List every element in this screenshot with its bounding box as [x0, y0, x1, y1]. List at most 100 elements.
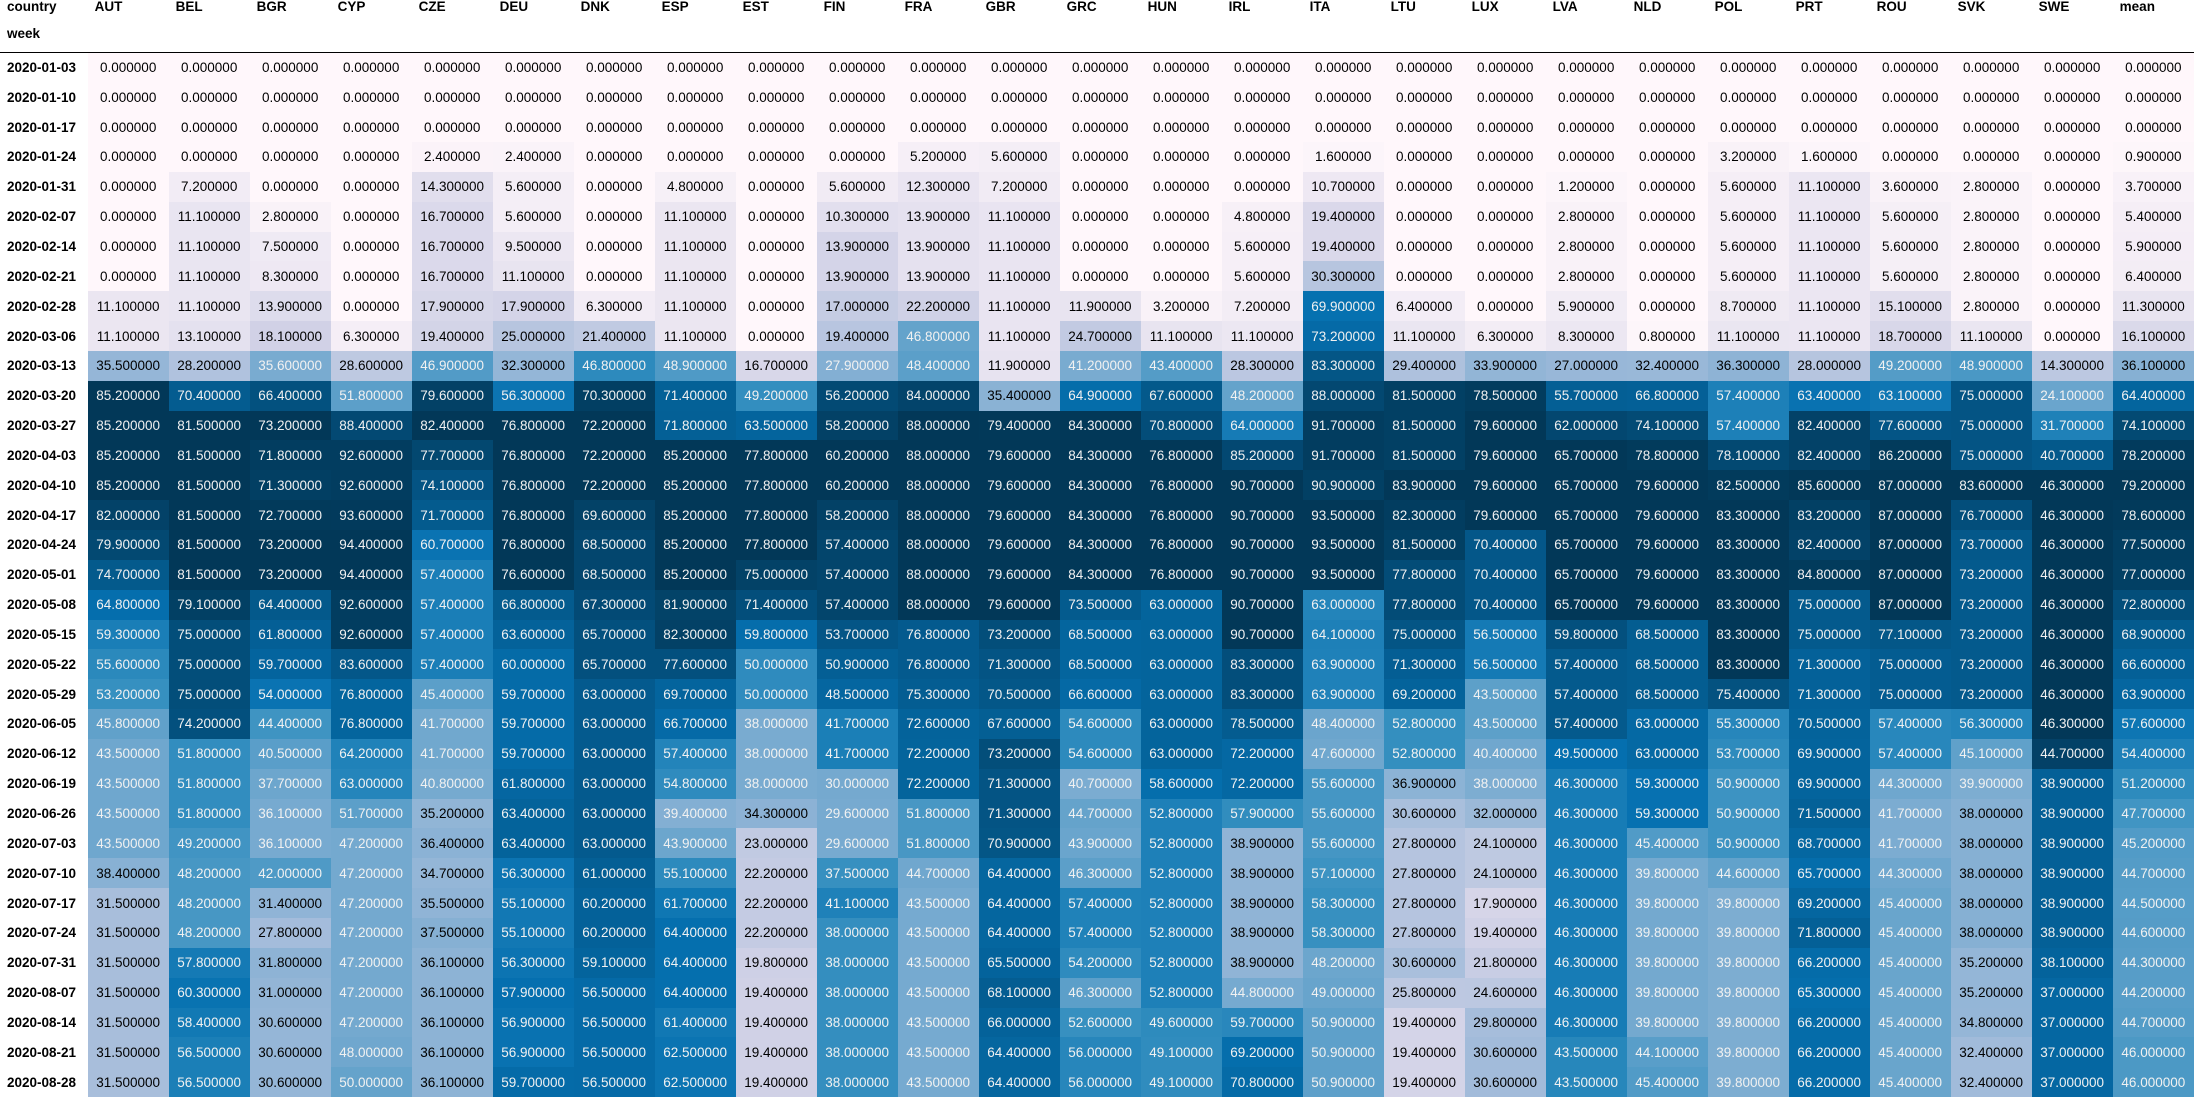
table-cell-aut: 35.500000: [87, 350, 169, 381]
table-cell-cze: 57.400000: [411, 559, 493, 590]
table-cell-fin: 41.700000: [816, 709, 898, 739]
table-cell-aut: 64.800000: [87, 589, 169, 620]
table-cell-prt: 0.000000: [1788, 112, 1870, 143]
table-cell-dnk: 59.100000: [573, 947, 655, 978]
column-header-hun: HUN: [1147, 0, 1177, 14]
table-cell-lux: 0.000000: [1464, 261, 1546, 292]
table-cell-rou: 3.600000: [1869, 171, 1951, 202]
table-cell-esp: 81.900000: [654, 589, 736, 620]
table-cell-nld: 32.400000: [1626, 350, 1708, 381]
row-label-week: 2020-02-14: [7, 238, 77, 254]
table-cell-bel: 0.000000: [168, 142, 250, 172]
table-cell-lux: 30.600000: [1464, 1037, 1546, 1068]
table-cell-cze: 36.100000: [411, 1007, 493, 1038]
table-cell-grc: 46.300000: [1059, 977, 1141, 1008]
table-cell-bel: 51.800000: [168, 738, 250, 769]
row-label-week: 2020-06-26: [7, 806, 77, 822]
table-cell-mean: 78.600000: [2112, 500, 2194, 530]
table-cell-fra: 46.800000: [897, 321, 979, 351]
table-cell-cyp: 0.000000: [330, 52, 412, 83]
table-cell-est: 0.000000: [735, 321, 817, 351]
table-cell-dnk: 6.300000: [573, 291, 655, 322]
table-cell-ltu: 52.800000: [1383, 709, 1465, 739]
table-cell-est: 22.200000: [735, 888, 817, 918]
column-header-pol: POL: [1714, 0, 1743, 14]
table-cell-est: 0.000000: [735, 261, 817, 292]
table-cell-esp: 48.900000: [654, 350, 736, 381]
table-cell-ita: 91.700000: [1302, 440, 1384, 471]
table-cell-gbr: 73.200000: [978, 619, 1060, 650]
column-header-spacer: [978, 14, 1060, 53]
table-cell-cyp: 92.600000: [330, 589, 412, 620]
table-row: 2020-04-24 79.900000 81.500000 73.200000 94.…: [0, 530, 2194, 560]
table-cell-lva: 57.400000: [1545, 649, 1627, 680]
table-cell-mean: 44.500000: [2112, 888, 2194, 918]
table-cell-fra: 13.900000: [897, 261, 979, 292]
table-cell-esp: 64.400000: [654, 917, 736, 948]
column-header-dnk: DNK: [580, 0, 610, 14]
table-row: 2020-05-08 64.800000 79.100000 64.400000 92.…: [0, 589, 2194, 620]
table-cell-bel: 0.000000: [168, 82, 250, 113]
table-cell-hun: 52.800000: [1140, 858, 1222, 889]
table-cell-svk: 2.800000: [1950, 291, 2032, 322]
table-cell-lva: 46.300000: [1545, 858, 1627, 889]
table-cell-rou: 57.400000: [1869, 709, 1951, 739]
table-cell-cyp: 0.000000: [330, 82, 412, 113]
table-cell-hun: 49.100000: [1140, 1067, 1222, 1098]
table-cell-ltu: 0.000000: [1383, 112, 1465, 143]
table-cell-ltu: 27.800000: [1383, 888, 1465, 918]
table-cell-cyp: 47.200000: [330, 1007, 412, 1038]
table-cell-hun: 0.000000: [1140, 112, 1222, 143]
row-label-week: 2020-01-31: [7, 179, 77, 195]
table-cell-svk: 75.000000: [1950, 410, 2032, 441]
table-cell-bel: 74.200000: [168, 709, 250, 739]
table-cell-deu: 59.700000: [492, 709, 574, 739]
table-cell-ita: 93.500000: [1302, 500, 1384, 530]
table-cell-prt: 11.100000: [1788, 171, 1870, 202]
table-cell-cyp: 47.200000: [330, 977, 412, 1008]
table-cell-pol: 78.100000: [1707, 440, 1789, 471]
table-cell-est: 77.800000: [735, 440, 817, 471]
table-cell-fra: 43.500000: [897, 1067, 979, 1098]
table-cell-aut: 31.500000: [87, 947, 169, 978]
table-cell-deu: 76.600000: [492, 559, 574, 590]
table-cell-swe: 37.000000: [2031, 1067, 2113, 1098]
table-cell-prt: 65.700000: [1788, 858, 1870, 889]
table-cell-dnk: 0.000000: [573, 112, 655, 143]
table-cell-ita: 63.900000: [1302, 649, 1384, 680]
table-row: 2020-01-17 0.000000 0.000000 0.000000 0.0000…: [0, 112, 2194, 143]
table-cell-ltu: 11.100000: [1383, 321, 1465, 351]
table-cell-bgr: 18.100000: [249, 321, 331, 351]
table-cell-irl: 83.300000: [1221, 679, 1303, 710]
table-cell-mean: 6.400000: [2112, 261, 2194, 292]
table-cell-dnk: 72.200000: [573, 440, 655, 471]
table-cell-bgr: 0.000000: [249, 82, 331, 113]
table-cell-esp: 0.000000: [654, 112, 736, 143]
table-cell-fra: 88.000000: [897, 589, 979, 620]
table-cell-ltu: 0.000000: [1383, 261, 1465, 292]
table-cell-rou: 87.000000: [1869, 500, 1951, 530]
table-cell-ita: 47.600000: [1302, 738, 1384, 769]
table-cell-dnk: 72.200000: [573, 470, 655, 501]
table-cell-aut: 85.200000: [87, 440, 169, 471]
table-cell-nld: 79.600000: [1626, 589, 1708, 620]
table-cell-bel: 11.100000: [168, 261, 250, 292]
table-cell-mean: 16.100000: [2112, 321, 2194, 351]
column-header-ita: ITA: [1309, 0, 1331, 14]
table-cell-swe: 0.000000: [2031, 112, 2113, 143]
table-cell-lva: 46.300000: [1545, 768, 1627, 799]
table-cell-rou: 45.400000: [1869, 977, 1951, 1008]
table-cell-fin: 29.600000: [816, 798, 898, 829]
table-cell-bel: 79.100000: [168, 589, 250, 620]
table-cell-deu: 17.900000: [492, 291, 574, 322]
table-cell-ita: 48.400000: [1302, 709, 1384, 739]
table-cell-ita: 88.000000: [1302, 380, 1384, 411]
table-cell-rou: 87.000000: [1869, 559, 1951, 590]
table-cell-grc: 84.300000: [1059, 559, 1141, 590]
table-cell-pol: 83.300000: [1707, 559, 1789, 590]
table-cell-lva: 62.000000: [1545, 410, 1627, 441]
table-cell-esp: 57.400000: [654, 738, 736, 769]
table-cell-lva: 65.700000: [1545, 440, 1627, 471]
table-cell-gbr: 64.400000: [978, 1067, 1060, 1098]
table-cell-bgr: 73.200000: [249, 530, 331, 560]
